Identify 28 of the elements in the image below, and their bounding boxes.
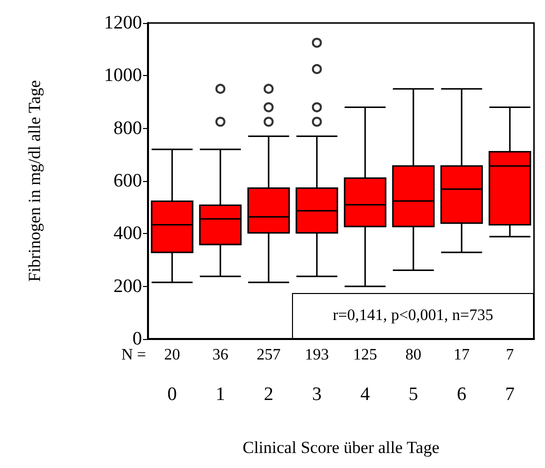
stats-text-box: r=0,141, p<0,001, n=735 xyxy=(292,293,534,339)
text: 257 xyxy=(256,346,281,364)
x-tick-label: 2 xyxy=(264,384,274,405)
text: N = xyxy=(121,346,146,364)
text: 7 xyxy=(506,346,514,364)
text: 80 xyxy=(405,346,422,364)
y-tick-label: 400 xyxy=(114,223,142,244)
x-tick-label: 4 xyxy=(360,384,370,405)
x-tick-label: 5 xyxy=(408,384,418,405)
text: 125 xyxy=(353,346,378,364)
y-tick-label: 0 xyxy=(132,328,142,350)
y-tick-label: 200 xyxy=(114,276,142,297)
x-tick-label: 7 xyxy=(505,384,515,405)
text: 36 xyxy=(212,346,228,364)
text: 193 xyxy=(304,346,329,364)
y-tick-label: 800 xyxy=(114,118,142,139)
annotation: r=0,141, p<0,001, n=735 xyxy=(332,307,494,325)
y-tick-label: 1000 xyxy=(104,65,142,86)
y-tick-label: 600 xyxy=(114,170,142,192)
y-tick-label: 1200 xyxy=(104,12,142,34)
x-tick-label: 0 xyxy=(167,384,177,405)
x-axis-title: Clinical Score über alle Tage xyxy=(242,438,440,457)
y-axis-title: Fibrinogen in mg/dl alle Tage xyxy=(25,80,44,282)
x-tick-label: 1 xyxy=(216,384,226,405)
text: 20 xyxy=(164,346,180,364)
text: 17 xyxy=(454,346,470,364)
x-tick-label: 6 xyxy=(456,384,466,405)
x-tick-label: 3 xyxy=(312,384,322,405)
